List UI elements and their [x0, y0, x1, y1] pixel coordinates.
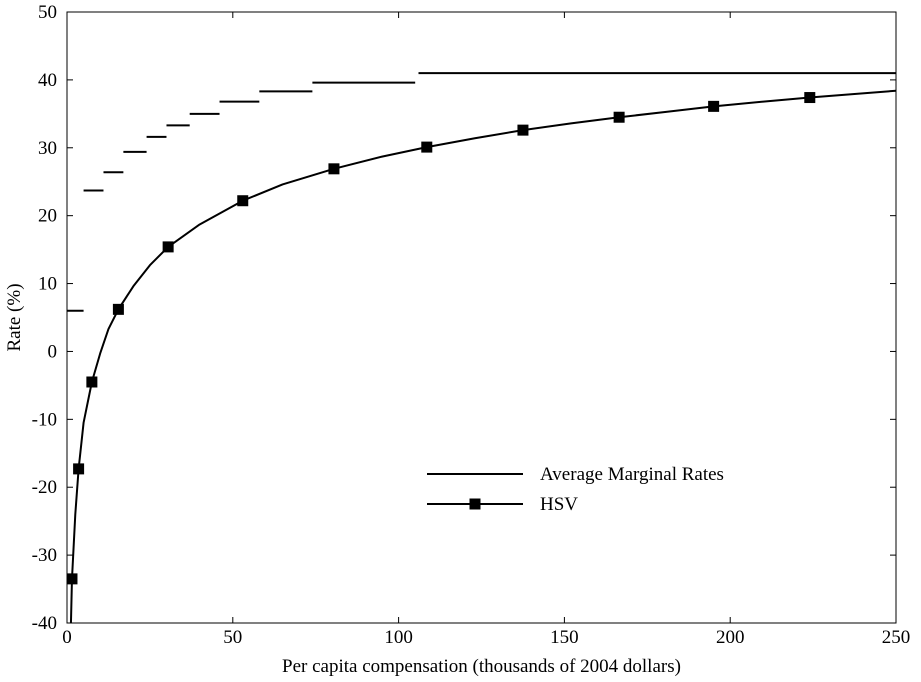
hsv-marker [162, 241, 174, 253]
y-tick-label: 20 [38, 206, 57, 227]
axes: 0 50 100 150 200 250 -40 -30 -20 -10 0 10 20 30 40 50 Pe… [4, 2, 910, 677]
x-tick-label: 50 [223, 627, 242, 648]
y-tick-label: 40 [38, 70, 57, 91]
hsv-marker [613, 111, 625, 123]
hsv-marker [73, 463, 85, 475]
hsv-marker [421, 141, 433, 153]
plot-area [67, 72, 896, 623]
legend-label: Average Marginal Rates [540, 464, 724, 485]
legend-label: HSV [540, 494, 578, 515]
y-axis-title: Rate (%) [4, 283, 25, 351]
hsv-marker [86, 376, 98, 388]
y-tick-label: -20 [32, 477, 57, 498]
x-axis-title: Per capita compensation (thousands of 20… [282, 656, 681, 677]
hsv-marker [804, 92, 816, 104]
legend: Average Marginal Rates HSV [427, 464, 724, 515]
hsv-marker [708, 100, 720, 112]
y-tick-label: 50 [38, 2, 57, 23]
hsv-marker [517, 124, 529, 136]
hsv-marker [112, 303, 124, 315]
y-tick-label: 30 [38, 138, 57, 159]
hsv-marker [67, 573, 78, 585]
y-tick-label: -40 [32, 613, 57, 634]
plot-frame [66, 11, 897, 624]
y-tick-label: -30 [32, 545, 57, 566]
y-tick-label: 0 [48, 341, 58, 362]
y-tick-label: 10 [38, 274, 57, 295]
hsv-line [69, 89, 896, 623]
hsv-marker [328, 163, 340, 175]
series-group [67, 72, 896, 623]
legend-marker [469, 498, 481, 510]
x-tick-label: 0 [62, 627, 72, 648]
x-tick-label: 100 [384, 627, 413, 648]
x-tick-label: 250 [882, 627, 911, 648]
x-tick-label: 150 [550, 627, 579, 648]
hsv-marker [237, 195, 249, 207]
y-tick-label: -10 [32, 409, 57, 430]
x-tick-label: 200 [716, 627, 745, 648]
